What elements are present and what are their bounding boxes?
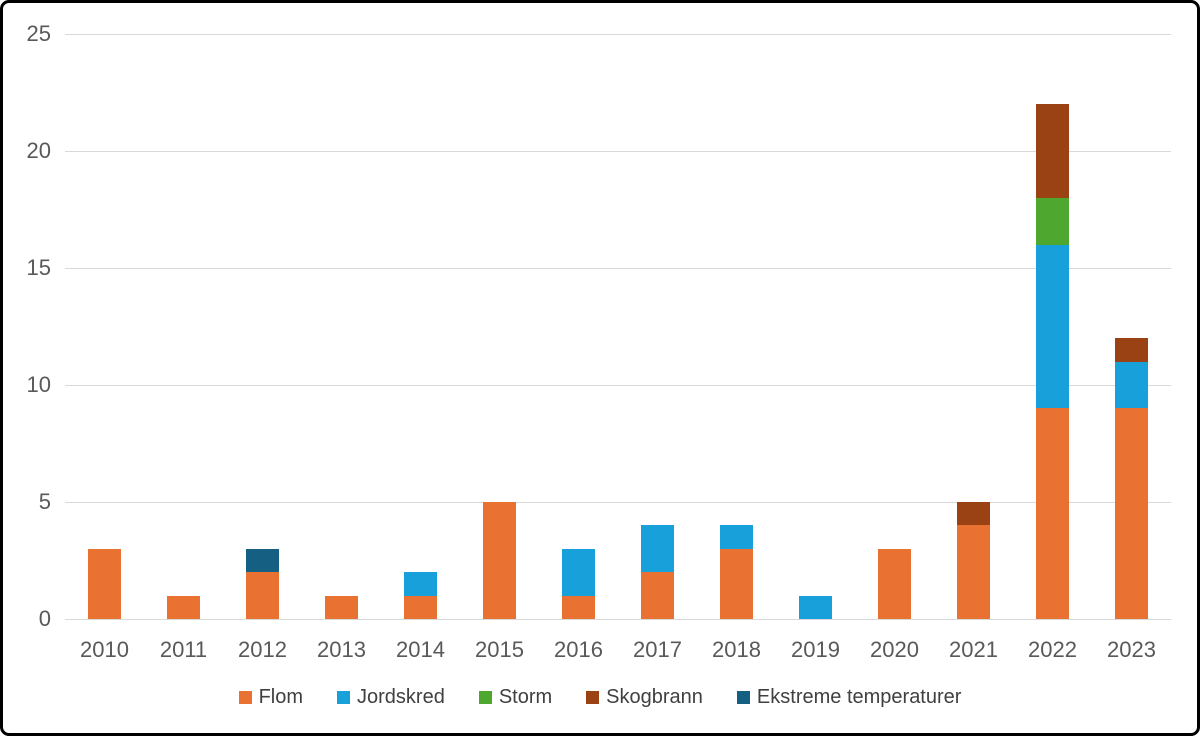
y-axis-tick-label: 5: [38, 489, 51, 514]
gridline-5: [65, 502, 1171, 503]
bar-2011-segment-flom: [167, 595, 200, 619]
gridline-20: [65, 151, 1171, 152]
bar-2012-segment-flom: [246, 572, 279, 619]
bar-2021-segment-skogbrann: [957, 502, 990, 526]
y-axis-tick-label: 20: [26, 138, 51, 163]
bar-2017-segment-flom: [641, 572, 674, 619]
legend-swatch-icon: [586, 690, 600, 704]
x-axis-label-2023: 2023: [1107, 637, 1156, 662]
bar-2023-segment-jordskred: [1115, 361, 1148, 409]
bar-2018-segment-jordskred: [720, 525, 753, 549]
legend-item-skogbrann: Skogbrann: [586, 685, 703, 709]
x-axis-label-2019: 2019: [791, 637, 840, 662]
gridline-15: [65, 268, 1171, 269]
x-axis-label-2015: 2015: [475, 637, 524, 662]
legend-label: Skogbrann: [606, 686, 703, 708]
legend-item-ekstreme-temperaturer: Ekstreme temperaturer: [736, 685, 962, 709]
x-axis-label-2021: 2021: [949, 637, 998, 662]
bar-2014-segment-jordskred: [404, 572, 437, 596]
bar-2022-segment-flom: [1036, 408, 1069, 619]
bar-2016-segment-flom: [562, 595, 595, 619]
bar-2019-segment-jordskred: [799, 595, 832, 619]
x-axis-label-2011: 2011: [159, 637, 208, 662]
x-axis-label-2010: 2010: [80, 637, 129, 662]
y-axis-tick-label: 10: [26, 372, 51, 397]
bar-2010-segment-flom: [88, 548, 121, 619]
x-axis-label-2013: 2013: [317, 637, 366, 662]
legend-item-flom: Flom: [238, 685, 304, 709]
y-axis-tick-label: 25: [26, 21, 51, 46]
bar-2022-segment-skogbrann: [1036, 104, 1069, 198]
bar-2020-segment-flom: [878, 548, 911, 619]
bar-2022-segment-storm: [1036, 197, 1069, 245]
x-axis-label-2020: 2020: [870, 637, 919, 662]
x-axis-label-2017: 2017: [633, 637, 682, 662]
x-axis-label-2014: 2014: [396, 637, 445, 662]
legend-item-jordskred: Jordskred: [337, 685, 445, 709]
legend-label: Storm: [498, 686, 553, 708]
bar-2021-segment-flom: [957, 525, 990, 619]
bar-2023-segment-skogbrann: [1115, 338, 1148, 362]
legend-swatch-icon: [478, 690, 492, 704]
bar-2013-segment-flom: [325, 595, 358, 619]
legend-label: Jordskred: [357, 686, 445, 708]
bar-2014-segment-flom: [404, 595, 437, 619]
bar-2018-segment-flom: [720, 548, 753, 619]
y-axis-tick-label: 0: [38, 606, 51, 631]
x-axis-label-2022: 2022: [1028, 637, 1077, 662]
legend: Flom Jordskred Storm Skogbrann Ekstreme temp…: [3, 685, 1197, 709]
gridline-10: [65, 385, 1171, 386]
bar-2022-segment-jordskred: [1036, 244, 1069, 409]
x-axis-label-2016: 2016: [554, 637, 603, 662]
legend-label: Flom: [258, 686, 304, 708]
y-axis-tick-label: 15: [26, 255, 51, 280]
bar-2012-segment-ekstreme-temperaturer: [246, 548, 279, 573]
x-axis-label-2018: 2018: [712, 637, 761, 662]
legend-label: Ekstreme temperaturer: [756, 686, 962, 708]
x-axis-label-2012: 2012: [238, 637, 287, 662]
legend-swatch-icon: [337, 690, 351, 704]
legend-swatch-icon: [238, 690, 252, 704]
bar-2017-segment-jordskred: [641, 525, 674, 573]
bar-2016-segment-jordskred: [562, 548, 595, 596]
bar-2015-segment-flom: [483, 502, 516, 619]
legend-swatch-icon: [736, 690, 750, 704]
bar-2023-segment-flom: [1115, 408, 1148, 619]
legend-item-storm: Storm: [478, 685, 553, 709]
gridline-25: [65, 34, 1171, 35]
gridline-0: [65, 619, 1171, 620]
